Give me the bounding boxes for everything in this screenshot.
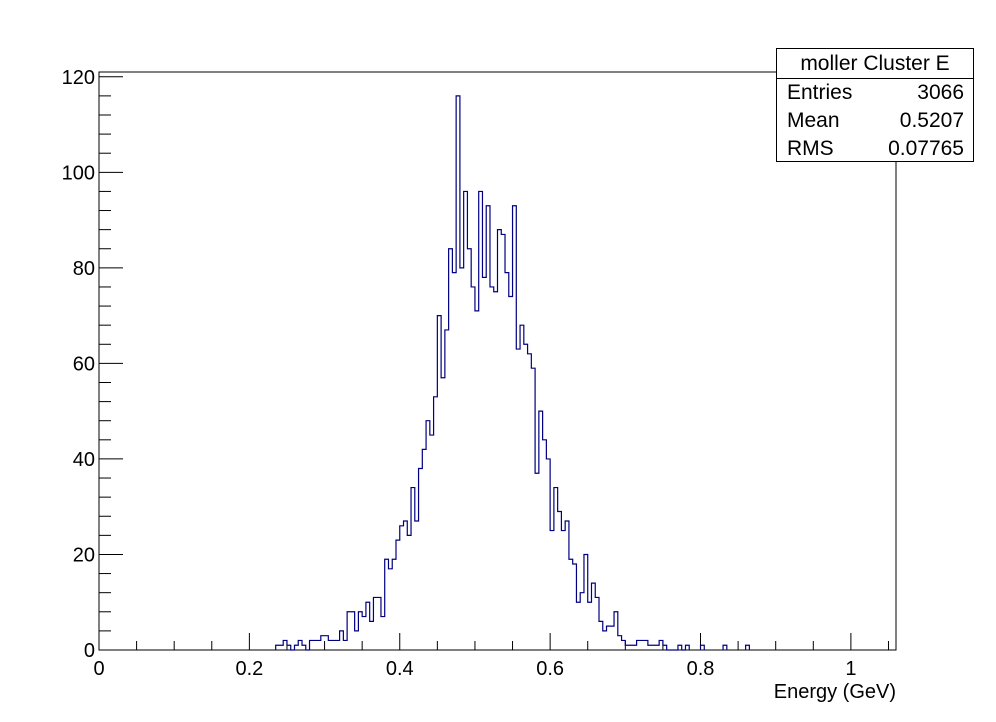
y-tick-label: 120 bbox=[62, 67, 95, 89]
x-tick-label: 0.2 bbox=[235, 658, 263, 680]
stats-label: Entries bbox=[787, 81, 853, 104]
stats-box: moller Cluster E Entries 3066 Mean 0.520… bbox=[776, 48, 974, 162]
stats-label: Mean bbox=[787, 109, 840, 132]
plot-frame bbox=[98, 71, 897, 651]
x-tick-label: 0.4 bbox=[386, 658, 414, 680]
y-tick-label: 20 bbox=[73, 544, 95, 566]
y-tick-label: 0 bbox=[84, 640, 95, 662]
stats-value: 0.5207 bbox=[899, 109, 964, 132]
stats-row-mean: Mean 0.5207 bbox=[777, 107, 973, 135]
y-tick-label: 60 bbox=[73, 353, 95, 375]
x-axis-title: Energy (GeV) bbox=[774, 681, 896, 703]
axis-tick-labels: 0 0.2 0.4 0.6 0.8 1 0 20 40 60 80 100 120 bbox=[62, 67, 857, 680]
x-tick-label: 0.8 bbox=[687, 658, 715, 680]
stats-row-rms: RMS 0.07765 bbox=[777, 135, 973, 163]
stats-value: 0.07765 bbox=[888, 137, 964, 160]
axis-ticks bbox=[98, 76, 889, 651]
x-tick-label: 1 bbox=[845, 658, 856, 680]
histogram-series-line bbox=[275, 95, 750, 651]
stats-row-entries: Entries 3066 bbox=[777, 79, 973, 107]
y-tick-label: 80 bbox=[73, 258, 95, 280]
y-tick-label: 100 bbox=[62, 162, 95, 184]
stats-title: moller Cluster E bbox=[777, 49, 973, 79]
y-tick-label: 40 bbox=[73, 449, 95, 471]
x-tick-label: 0.6 bbox=[536, 658, 564, 680]
stats-label: RMS bbox=[787, 137, 834, 160]
x-tick-label: 0 bbox=[93, 658, 104, 680]
stats-value: 3066 bbox=[917, 81, 964, 104]
